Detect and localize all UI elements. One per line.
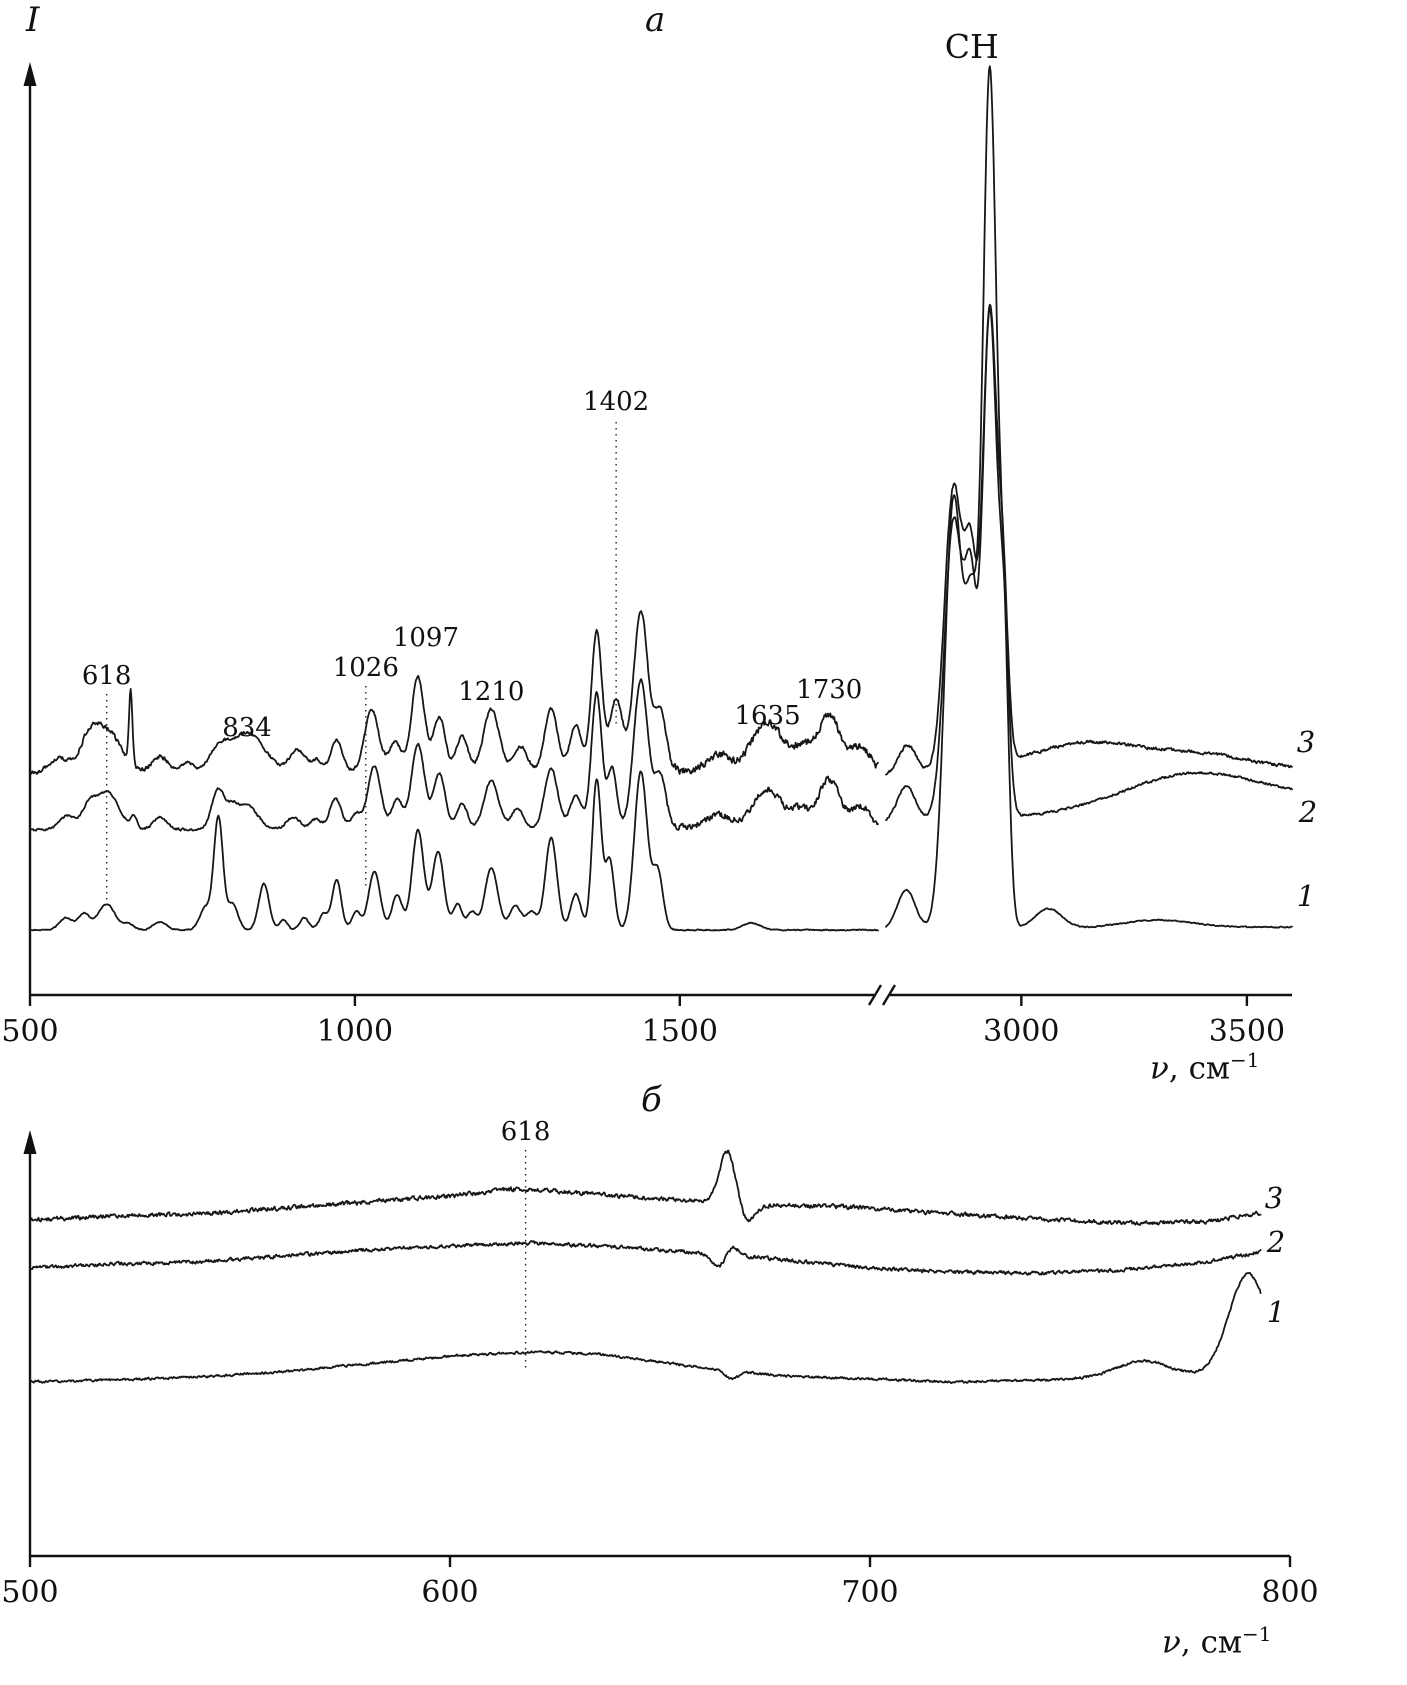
x-axis-label-a: ν, см−1: [1150, 1048, 1260, 1087]
axis-break-mark: [867, 984, 883, 1006]
spectrum-a-curve-2: [885, 307, 1293, 821]
tick-label-b-600: 600: [421, 1575, 478, 1610]
y-axis-arrow-b: [23, 1130, 37, 1154]
axis-break-mark: [881, 984, 897, 1006]
tick-label-a-500: 500: [1, 1014, 58, 1049]
spectrum-b-curve-2: [29, 1240, 1262, 1276]
curve-label-b-1: 1: [1267, 1295, 1285, 1329]
peak-annotation-a-1210: 1210: [458, 677, 524, 707]
tick-label-b-500: 500: [1, 1575, 58, 1610]
peak-annotation-a-1635: 1635: [734, 701, 800, 731]
curve-label-a-1: 1: [1297, 879, 1315, 913]
peak-annotation-a-618: 618: [82, 661, 132, 691]
panel-a-title: a: [645, 0, 666, 40]
y-axis-label: I: [26, 0, 40, 40]
spectrum-b-curve-3: [29, 1149, 1262, 1226]
curve-label-a-2: 2: [1298, 795, 1317, 829]
curve-label-b-3: 3: [1265, 1181, 1283, 1215]
panel-b-title: б: [641, 1080, 662, 1120]
tick-label-b-700: 700: [841, 1575, 898, 1610]
spectrum-a-curve-1: [885, 65, 1293, 929]
peak-annotation-a-1097: 1097: [393, 623, 459, 653]
spectrum-a-curve-3: [885, 303, 1293, 776]
spectrum-b-curve-1: [29, 1272, 1262, 1384]
tick-label-a-3000: 3000: [983, 1014, 1059, 1049]
spectrum-a-curve-1: [29, 770, 879, 932]
peak-annotation-a-1026: 1026: [333, 653, 399, 683]
y-axis-arrow-a: [23, 62, 37, 86]
peak-annotation-a-CH: CH: [945, 27, 999, 66]
peak-annotation-b-618: 618: [501, 1117, 551, 1147]
tick-label-b-800: 800: [1261, 1575, 1318, 1610]
curve-label-b-2: 2: [1266, 1225, 1285, 1259]
peak-annotation-a-1402: 1402: [583, 387, 649, 417]
peak-annotation-a-834: 834: [222, 713, 272, 743]
tick-label-a-1000: 1000: [317, 1014, 393, 1049]
tick-label-a-3500: 3500: [1209, 1014, 1285, 1049]
curve-label-a-3: 3: [1297, 725, 1315, 759]
tick-label-a-1500: 1500: [642, 1014, 718, 1049]
peak-annotation-a-1730: 1730: [796, 675, 862, 705]
spectrum-a-curve-2: [29, 678, 879, 832]
x-axis-label-b: ν, см−1: [1162, 1622, 1272, 1661]
spectrum-a-curve-3: [29, 610, 879, 775]
